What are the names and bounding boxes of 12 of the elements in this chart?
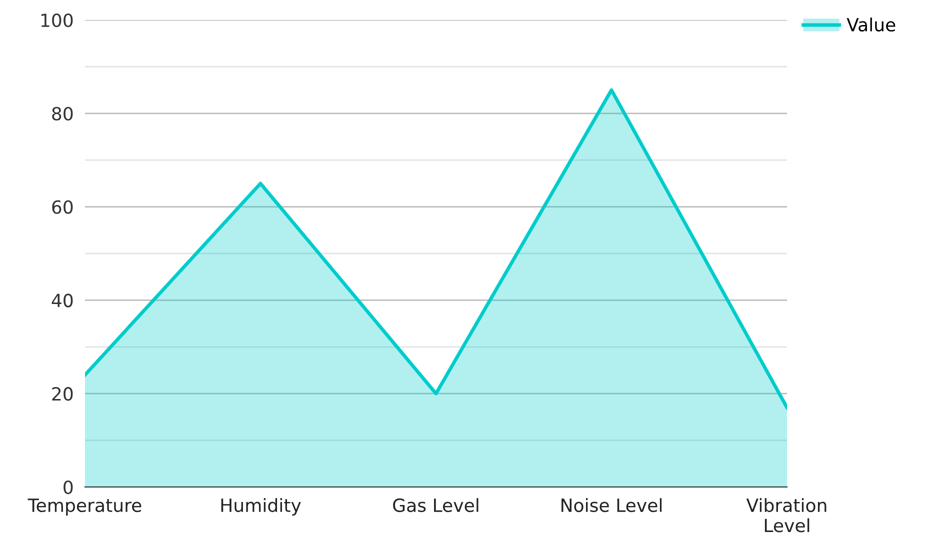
y-tick-label: 80 (52, 106, 73, 121)
y-tick-label: 60 (52, 200, 73, 214)
x-tick-label: Temperature (28, 498, 142, 516)
x-tick-label: Humidity (221, 498, 301, 516)
y-tick-label: 100 (41, 13, 73, 28)
y-tick-label: 0 (64, 480, 73, 494)
x-tick-label: Gas Level (393, 498, 478, 512)
x-tick-label: Noise Level (562, 498, 662, 512)
legend-label: Value (846, 18, 896, 32)
y-tick-label: 20 (52, 387, 73, 401)
x-tick-label: Vibration Level (746, 498, 826, 532)
y-tick-label: 40 (52, 294, 73, 308)
